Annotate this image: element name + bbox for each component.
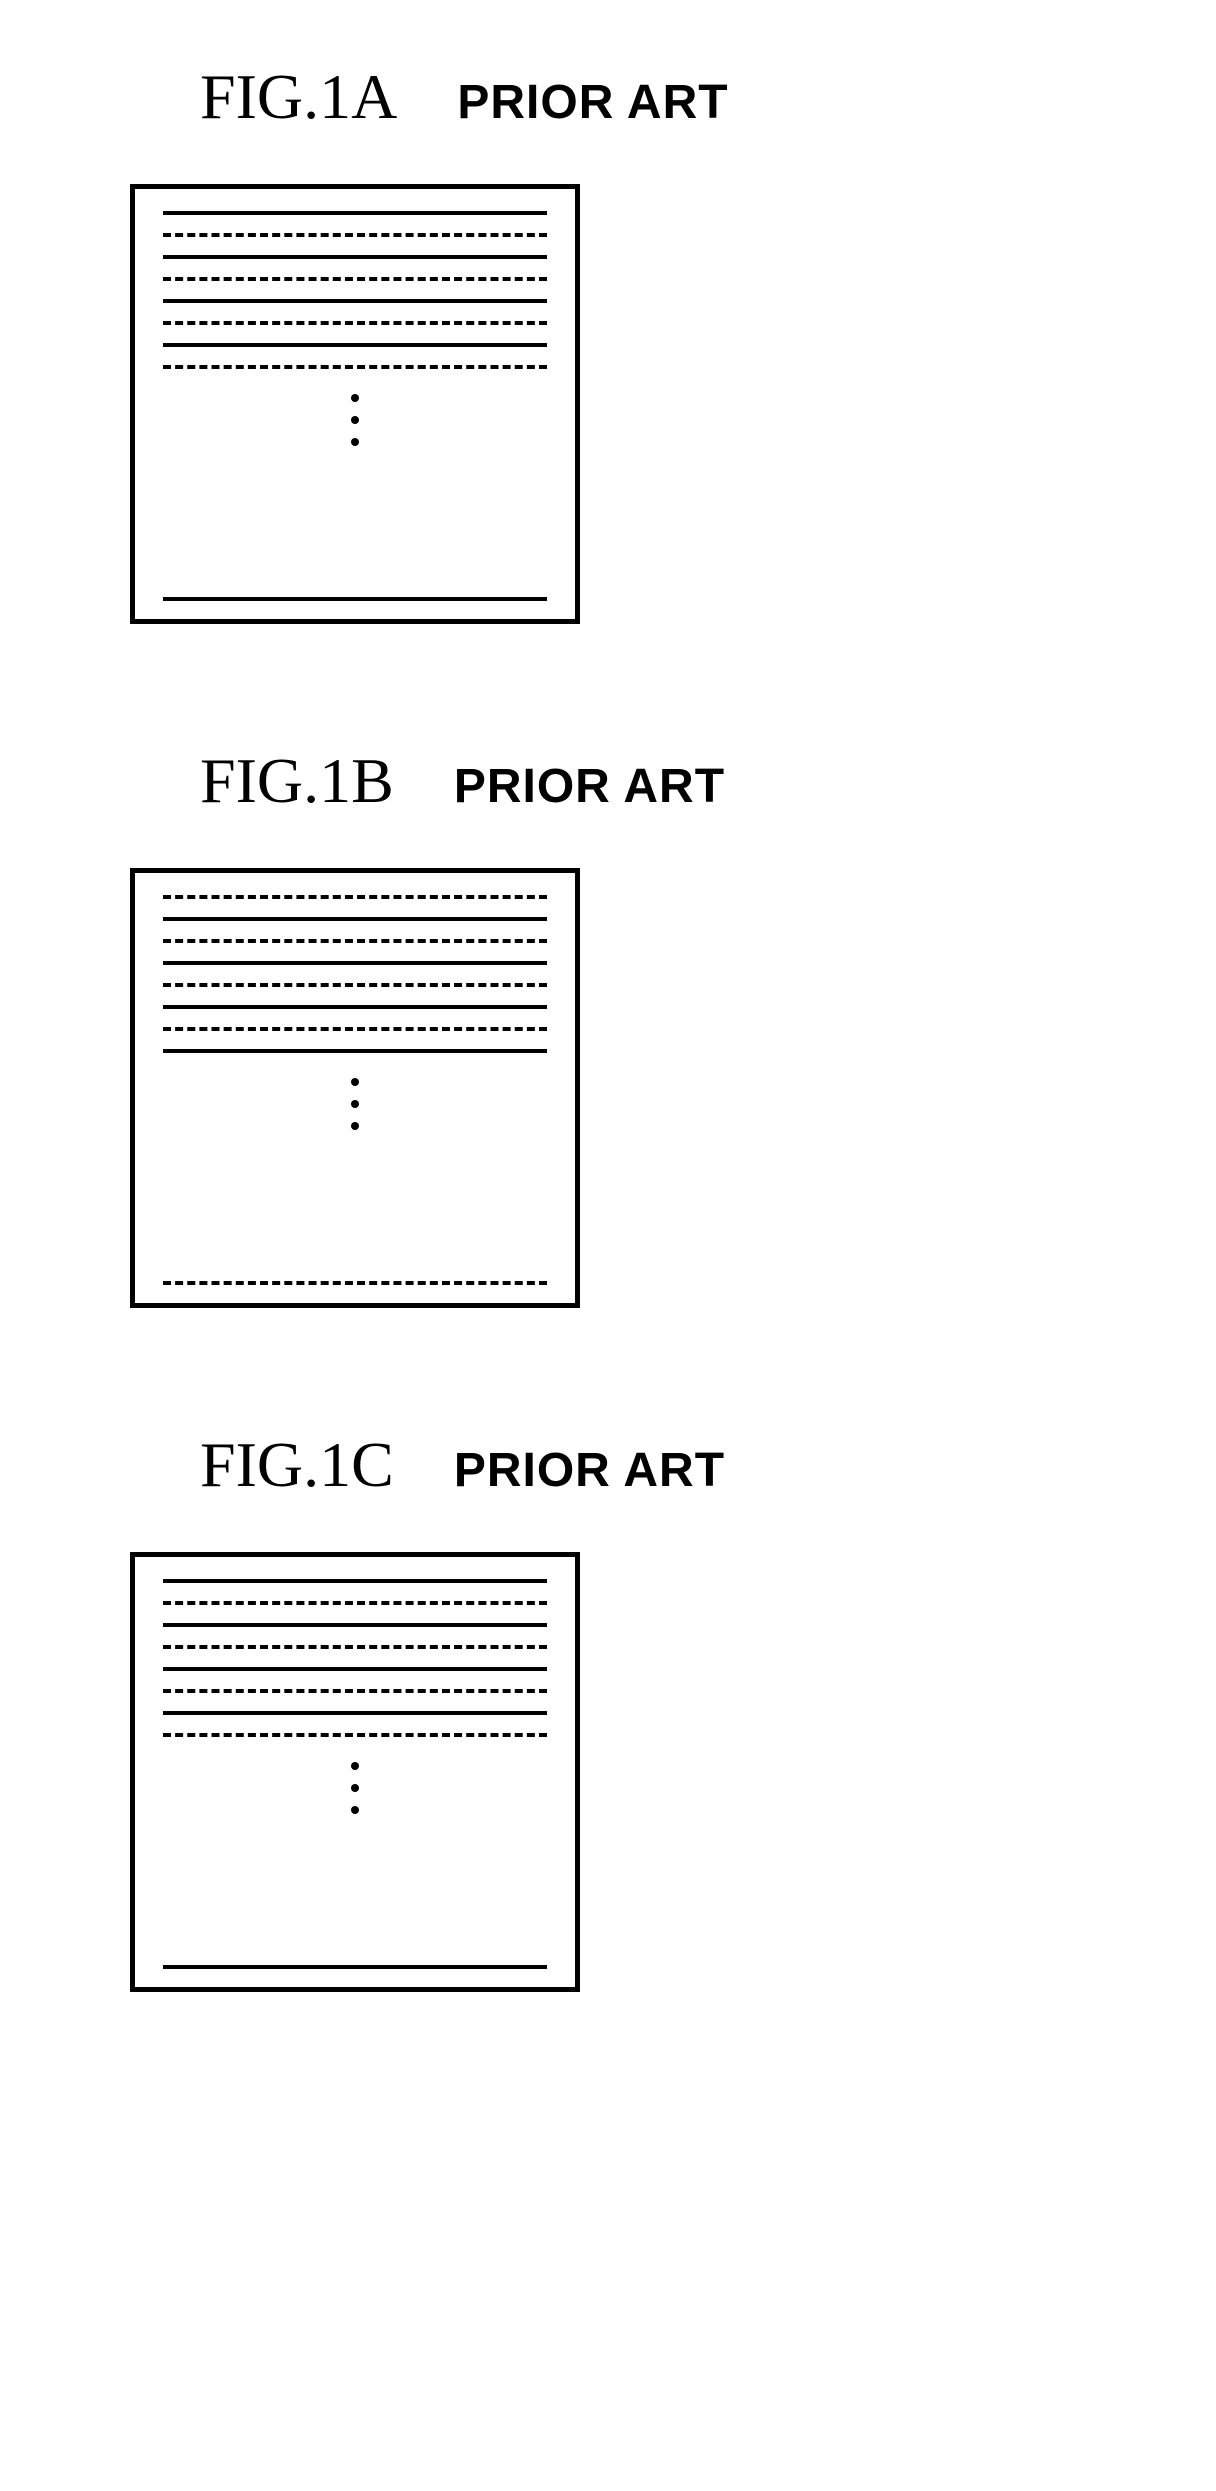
figure-title-row: FIG.1B PRIOR ART [200,744,1216,818]
solid-line [163,255,547,259]
dashed-line [163,983,547,987]
dashed-line [163,939,547,943]
ellipsis-dots [163,394,547,446]
solid-line [163,1005,547,1009]
prior-art-label: PRIOR ART [457,75,728,130]
solid-line [163,597,547,601]
dashed-line [163,277,547,281]
solid-line [163,343,547,347]
ellipsis-dots [163,1762,547,1814]
prior-art-label: PRIOR ART [454,759,725,814]
figure-block-1: FIG.1B PRIOR ART [0,744,1216,1308]
figure-box [130,1552,580,1992]
dashed-line [163,1281,547,1285]
dot-icon [351,1762,359,1770]
dashed-line [163,1733,547,1737]
solid-line [163,1049,547,1053]
solid-line [163,1667,547,1671]
dashed-line [163,1645,547,1649]
solid-line [163,1579,547,1583]
dashed-line [163,1027,547,1031]
solid-line [163,299,547,303]
solid-line [163,961,547,965]
dot-icon [351,1784,359,1792]
solid-line [163,1965,547,1969]
solid-line [163,917,547,921]
dashed-line [163,321,547,325]
figure-box [130,868,580,1308]
dot-icon [351,416,359,424]
ellipsis-dots [163,1078,547,1130]
dot-icon [351,1806,359,1814]
dot-icon [351,438,359,446]
figure-title-row: FIG.1A PRIOR ART [200,60,1216,134]
solid-line [163,1623,547,1627]
figure-label: FIG.1A [200,60,397,134]
figure-block-2: FIG.1C PRIOR ART [0,1428,1216,1992]
dot-icon [351,1078,359,1086]
figure-block-0: FIG.1A PRIOR ART [0,60,1216,624]
dot-icon [351,1100,359,1108]
dashed-line [163,365,547,369]
dashed-line [163,233,547,237]
dot-icon [351,1122,359,1130]
figure-label: FIG.1B [200,744,394,818]
dashed-line [163,1601,547,1605]
solid-line [163,1711,547,1715]
dashed-line [163,1689,547,1693]
figure-title-row: FIG.1C PRIOR ART [200,1428,1216,1502]
dashed-line [163,895,547,899]
figure-label: FIG.1C [200,1428,394,1502]
figure-box [130,184,580,624]
dot-icon [351,394,359,402]
prior-art-label: PRIOR ART [454,1443,725,1498]
solid-line [163,211,547,215]
